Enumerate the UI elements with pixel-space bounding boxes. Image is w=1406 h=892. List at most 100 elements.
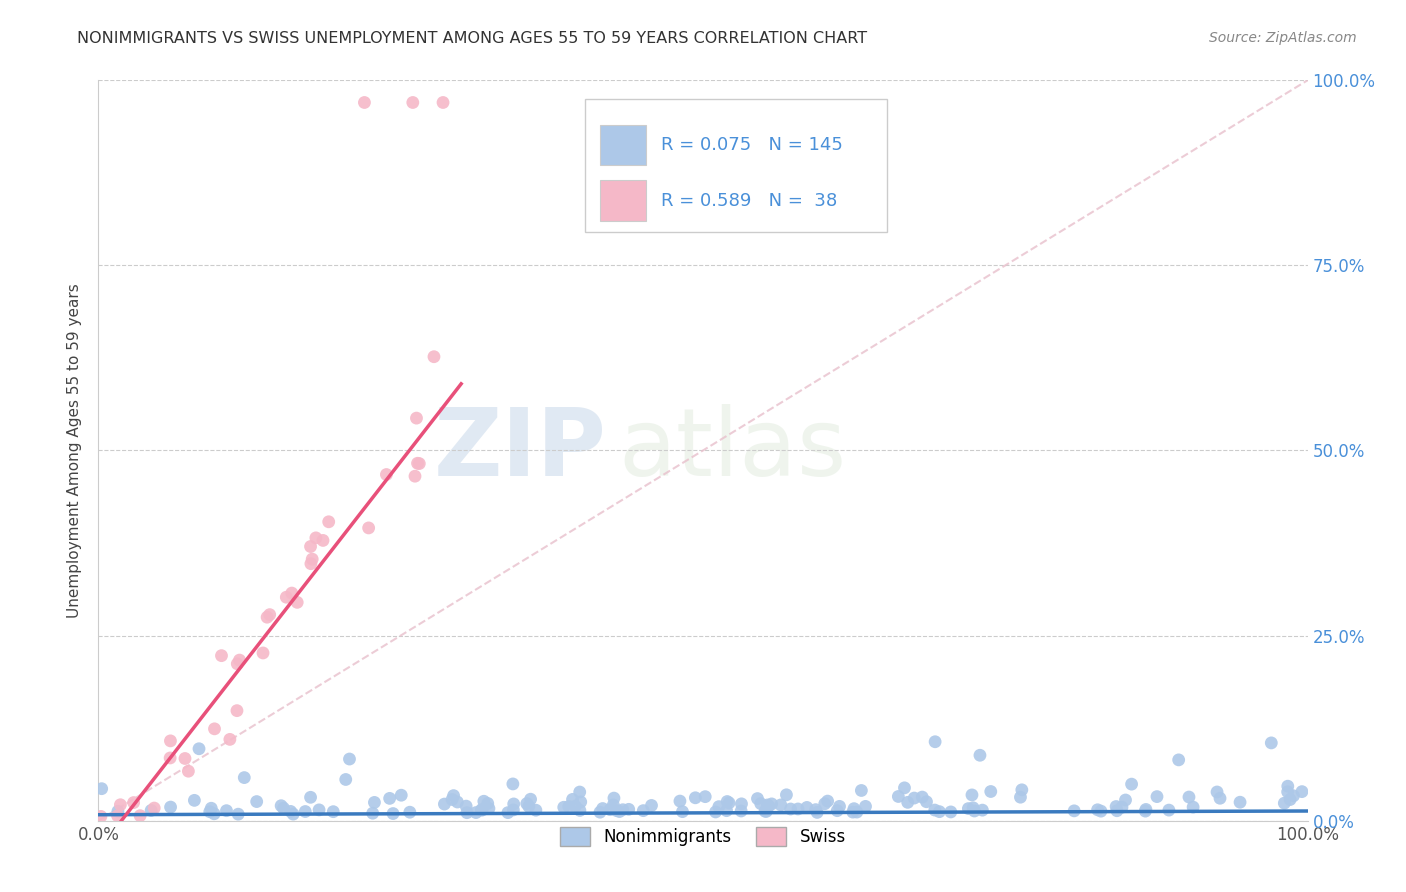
Point [1157,803,1180,817]
Point [609,805,631,819]
Point [502,777,524,791]
Point [716,795,738,809]
Point [517,799,540,814]
Point [443,789,465,803]
Point [928,805,950,819]
Point [404,469,426,483]
Point [129,808,152,822]
Point [960,788,983,802]
Point [1282,789,1305,803]
Point [496,805,519,820]
Point [402,95,425,110]
Point [887,789,910,804]
Point [516,797,538,811]
Point [318,515,340,529]
Point [915,795,938,809]
Point [957,802,980,816]
Point [159,751,181,765]
Point [233,771,256,785]
Point [107,809,129,823]
Point [911,790,934,805]
Point [980,784,1002,798]
Point [446,795,468,809]
Point [796,800,818,814]
Point [775,788,797,802]
Text: atlas: atlas [619,404,846,497]
Point [159,800,181,814]
Point [972,803,994,817]
Point [1115,793,1137,807]
Point [335,772,357,787]
Point [472,794,495,808]
Point [1063,804,1085,818]
Point [159,734,181,748]
Point [1090,804,1112,818]
Point [90,781,112,796]
Point [174,751,197,765]
Text: R = 0.075   N = 145: R = 0.075 N = 145 [661,136,842,154]
Point [851,783,873,797]
Point [633,804,655,818]
Bar [600,125,647,165]
Point [855,799,877,814]
Point [1121,777,1143,791]
Point [671,805,693,819]
Point [215,804,238,818]
Point [569,795,592,809]
Point [305,531,328,545]
Point [787,802,810,816]
Point [139,804,162,818]
Point [707,799,730,814]
Point [817,794,839,808]
Point [754,804,776,818]
Point [695,789,717,804]
Point [1135,802,1157,816]
Point [322,805,344,819]
Point [1011,782,1033,797]
Text: ZIP: ZIP [433,404,606,497]
Point [718,796,741,810]
Point [730,804,752,818]
Point [357,521,380,535]
Point [375,467,398,482]
Point [90,809,112,823]
Point [758,799,780,814]
Point [283,807,305,822]
Point [226,657,249,671]
Point [361,806,384,821]
Point [339,752,361,766]
Point [382,806,405,821]
Text: Source: ZipAtlas.com: Source: ZipAtlas.com [1209,31,1357,45]
Point [924,803,946,817]
Point [1135,804,1157,818]
Point [200,801,222,815]
Point [1146,789,1168,804]
Point [198,805,221,819]
Point [845,805,868,819]
Point [599,803,621,817]
Point [568,785,591,799]
Point [842,805,865,819]
Point [1087,803,1109,817]
Point [769,797,792,812]
Point [669,794,692,808]
Point [312,533,335,548]
Y-axis label: Unemployment Among Ages 55 to 59 years: Unemployment Among Ages 55 to 59 years [67,283,83,618]
Point [432,95,454,110]
Point [177,764,200,779]
Point [252,646,274,660]
Point [276,591,298,605]
Point [963,804,986,818]
Point [1178,790,1201,805]
Point [893,780,915,795]
Point [564,799,586,814]
Point [456,805,478,820]
Point [299,540,322,554]
Point [204,722,226,736]
Point [804,803,827,817]
Point [270,798,292,813]
Point [716,804,738,818]
Point [408,457,430,471]
Point [1111,800,1133,814]
Point [202,806,225,821]
